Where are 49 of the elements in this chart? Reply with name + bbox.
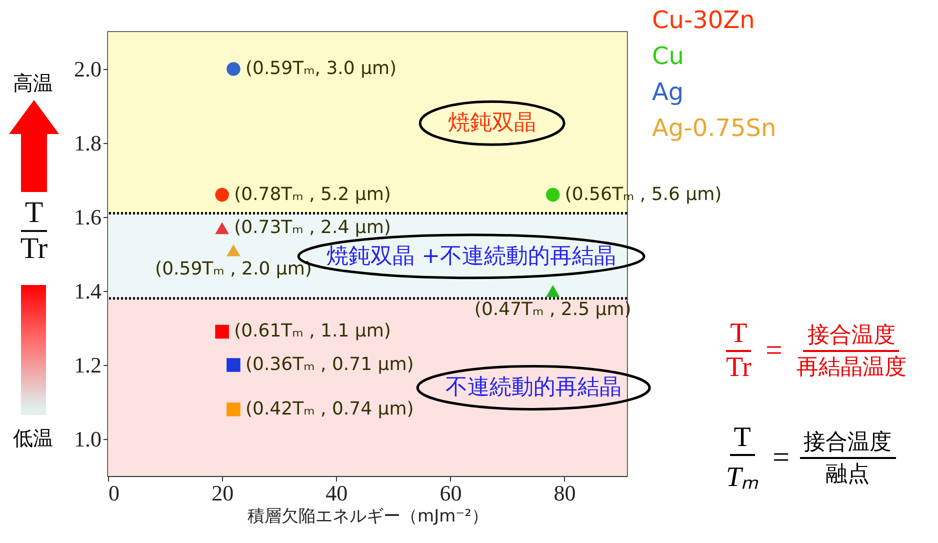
text: Ag-0.75Sn [652, 113, 776, 144]
text: = [772, 441, 790, 474]
text: Ag [652, 77, 685, 108]
band-label: 焼鈍双晶 [448, 110, 536, 136]
text: = [765, 334, 782, 367]
band-label: 焼鈍双晶 +不連続動的再結晶 [326, 244, 616, 269]
data-label: (0.36Tₘ , 0.71 μm) [245, 354, 414, 375]
text: Cu [652, 41, 685, 72]
data-label: (0.59Tₘ, 3.0 μm) [245, 58, 397, 79]
band-label: 不連続動的再結晶 [446, 375, 622, 400]
x-axis-title: 積層欠陥エネルギー（mJm⁻²） [248, 506, 488, 526]
point [215, 222, 229, 234]
y-tick-label: 1.4 [74, 278, 102, 304]
y-tick-label: 1.0 [74, 426, 102, 452]
text: T [726, 318, 752, 352]
point [226, 244, 240, 256]
x-tick-label: 0 [108, 480, 120, 506]
text: 再結晶温度 [795, 354, 908, 382]
point [215, 324, 229, 339]
data-label: (0.61Tₘ , 1.1 μm) [234, 320, 391, 342]
point [226, 62, 240, 76]
text: 融点 [824, 461, 870, 489]
point [226, 402, 240, 416]
point [546, 188, 560, 202]
text: 接合温度 [803, 320, 900, 352]
data-label: (0.59Tₘ , 2.0 μm) [155, 258, 312, 280]
y-tick-label: 1.2 [74, 352, 102, 378]
text: 低温 [12, 425, 54, 452]
x-tick-label: 80 [554, 480, 576, 506]
text: 接合温度 [800, 427, 896, 459]
x-tick-label: 20 [212, 480, 234, 506]
text: T [20, 196, 48, 232]
text: T [730, 422, 755, 456]
text: Tₘ [725, 461, 760, 494]
text: Tr [725, 352, 752, 384]
y-tick-label: 1.6 [74, 204, 102, 230]
text: Cu-30Zn [652, 5, 756, 36]
point [546, 285, 560, 297]
point [215, 188, 229, 202]
x-tick-label: 40 [326, 480, 348, 506]
point [226, 358, 240, 372]
data-label: (0.42Tₘ , 0.74 μm) [245, 398, 414, 420]
data-label: (0.78Tₘ , 5.2 μm) [234, 184, 391, 205]
text: Tr [19, 232, 49, 266]
data-label: (0.73Tₘ , 2.4 μm) [234, 217, 391, 238]
text: 高温 [12, 70, 54, 97]
y-tick-label: 1.8 [74, 130, 102, 156]
x-tick-label: 60 [440, 480, 462, 506]
y-tick-label: 2.0 [74, 56, 102, 82]
